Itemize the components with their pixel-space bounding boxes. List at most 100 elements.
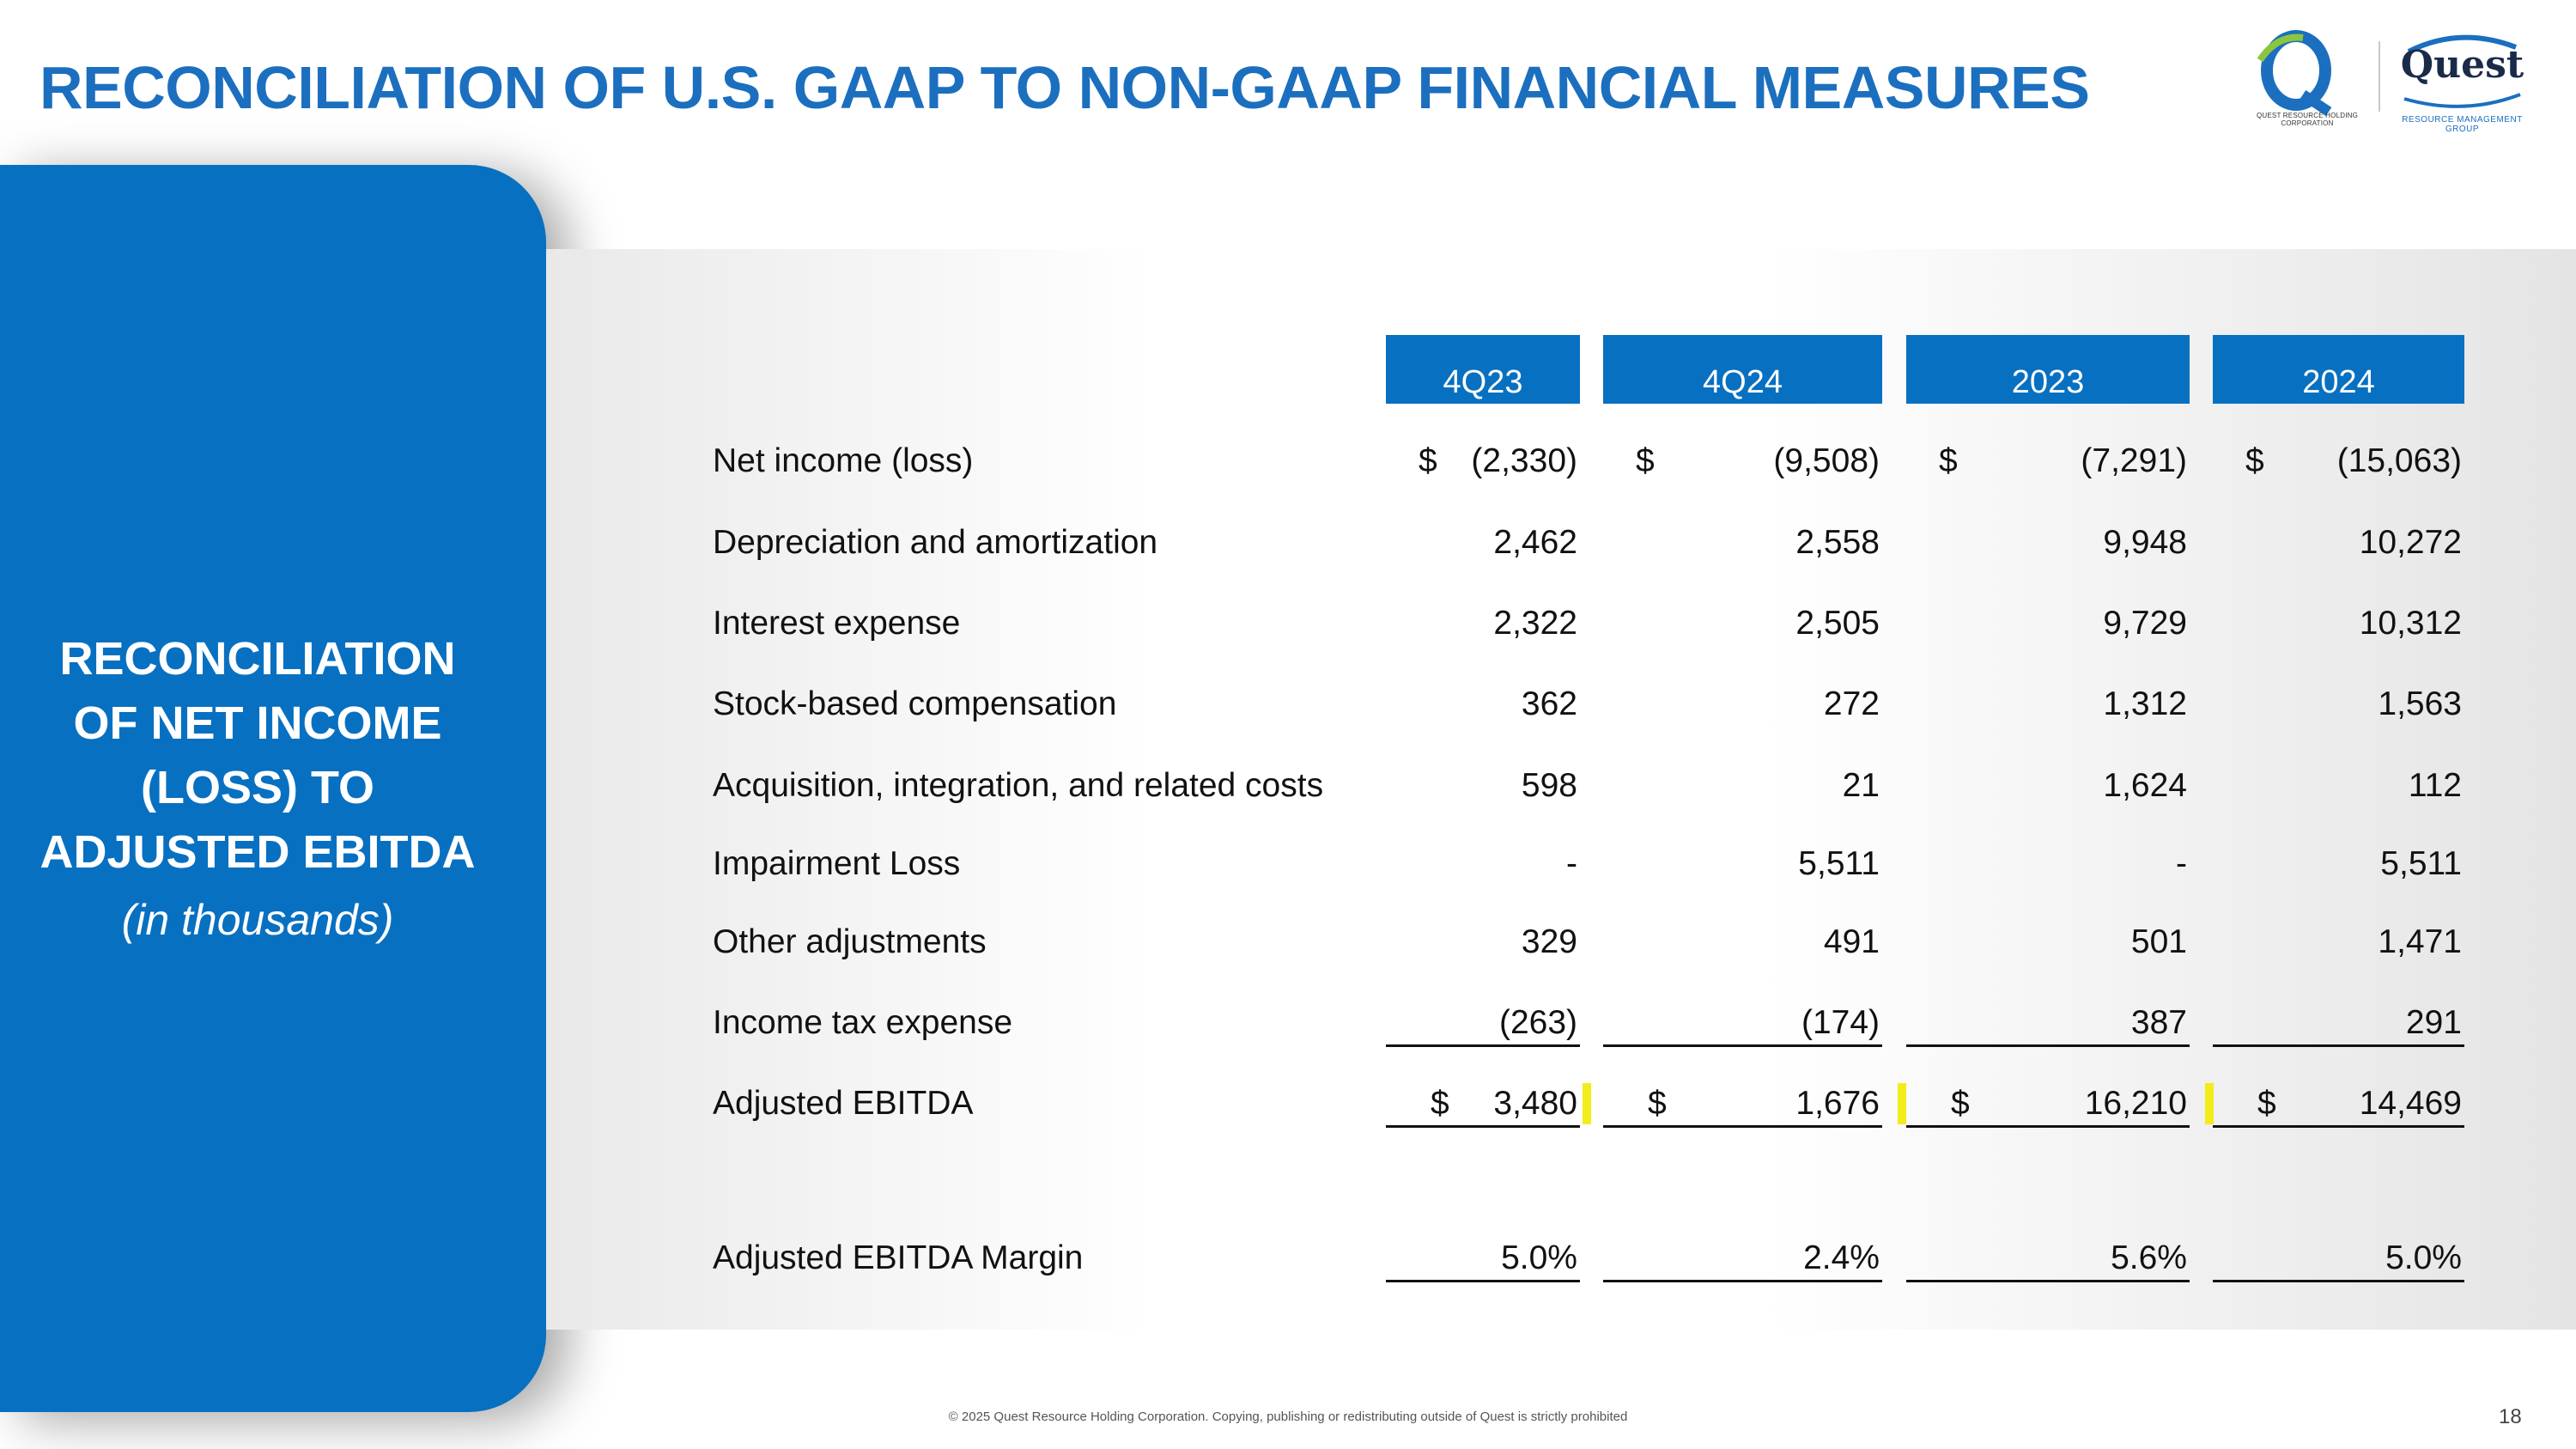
cell-value: (9,508)	[1773, 442, 1880, 479]
table-cell: (263)	[1386, 1004, 1577, 1042]
row-label: Adjusted EBITDA	[713, 1085, 974, 1122]
cell-value: (15,063)	[2336, 442, 2462, 479]
cell-value: 5.0%	[1501, 1239, 1577, 1276]
table-cell: 2,505	[1603, 605, 1880, 642]
page-title: RECONCILIATION OF U.S. GAAP TO NON-GAAP …	[39, 54, 2090, 121]
table-cell: 1,624	[1906, 767, 2187, 805]
table-cell: $ (15,063)	[2213, 442, 2462, 480]
cell-value: 21	[1842, 767, 1880, 804]
table-cell: $ (7,291)	[1906, 442, 2187, 480]
currency-symbol: $	[1939, 442, 1958, 479]
table-cell: 501	[1906, 923, 2187, 961]
quest-wordmark-logo: Quest RESOURCE MANAGEMENT GROUP	[2391, 26, 2533, 134]
total-underline	[1603, 1280, 1882, 1282]
logo-tagline: RESOURCE MANAGEMENT GROUP	[2402, 115, 2523, 134]
row-label: Other adjustments	[713, 923, 987, 960]
cell-value: 272	[1823, 685, 1880, 722]
column-header: 2024	[2213, 335, 2464, 404]
column-header: 4Q23	[1386, 335, 1580, 404]
cell-value: 1,624	[2103, 767, 2187, 804]
cell-value: 329	[1521, 923, 1577, 960]
table-cell: (174)	[1603, 1004, 1880, 1042]
table-cell: -	[1906, 845, 2187, 883]
copyright-footer: © 2025 Quest Resource Holding Corporatio…	[948, 1409, 1628, 1424]
quest-q-logo: QUEST RESOURCE HOLDING CORPORATION	[2243, 26, 2358, 129]
table-cell: $16,210	[1906, 1085, 2187, 1123]
cell-value: (174)	[1801, 1004, 1880, 1041]
table-cell: $14,469	[2213, 1085, 2462, 1123]
table-cell: 5.6%	[1906, 1239, 2187, 1277]
row-label: Adjusted EBITDA Margin	[713, 1239, 1084, 1276]
table-cell: 2,558	[1603, 524, 1880, 562]
logo-area: QUEST RESOURCE HOLDING CORPORATION Quest…	[2233, 26, 2542, 134]
cell-value: 5.6%	[2111, 1239, 2187, 1276]
side-panel: RECONCILIATION OF NET INCOME (LOSS) TO A…	[0, 165, 546, 1412]
currency-symbol: $	[2245, 442, 2264, 479]
page-number: 18	[2499, 1405, 2522, 1428]
cell-value: 5.0%	[2385, 1239, 2462, 1276]
table-cell: 291	[2213, 1004, 2462, 1042]
total-underline	[1906, 1280, 2190, 1282]
logo-caption: QUEST RESOURCE HOLDING CORPORATION	[2256, 112, 2359, 127]
currency-symbol: $	[1636, 442, 1655, 479]
total-underline	[2213, 1280, 2464, 1282]
cell-value: 3,480	[1493, 1085, 1577, 1122]
cell-value: 2,322	[1493, 605, 1577, 642]
cell-value: 598	[1521, 767, 1577, 804]
cell-value: 491	[1823, 923, 1880, 960]
cell-value: 291	[2405, 1004, 2462, 1041]
panel-heading-line: OF NET INCOME	[73, 697, 442, 749]
currency-symbol: $	[1431, 1085, 1449, 1122]
cell-value: 14,469	[2359, 1085, 2462, 1122]
row-label: Net income (loss)	[713, 442, 974, 479]
currency-symbol: $	[1951, 1085, 1970, 1122]
total-underline	[1906, 1125, 2190, 1128]
table-cell: 1,471	[2213, 923, 2462, 961]
table-cell: $1,676	[1603, 1085, 1880, 1123]
highlight-mark	[1898, 1083, 1906, 1124]
cell-value: 1,563	[2378, 685, 2462, 722]
cell-value: 362	[1521, 685, 1577, 722]
table-cell: 9,948	[1906, 524, 2187, 562]
row-label: Acquisition, integration, and related co…	[713, 767, 1324, 804]
panel-heading-line: RECONCILIATION	[59, 633, 456, 685]
cell-value: 2,505	[1795, 605, 1880, 642]
cell-value: 2,558	[1795, 524, 1880, 561]
total-underline	[2213, 1044, 2464, 1047]
currency-symbol: $	[1648, 1085, 1667, 1122]
row-label: Depreciation and amortization	[713, 524, 1158, 561]
cell-value: 5,511	[2380, 845, 2462, 882]
table-cell: 2,462	[1386, 524, 1577, 562]
total-underline	[1386, 1044, 1580, 1047]
cell-value: 112	[2408, 767, 2462, 804]
cell-value: 5,511	[1798, 845, 1880, 882]
table-cell: -	[1386, 845, 1577, 883]
highlight-mark	[2205, 1083, 2214, 1124]
panel-subheading: (in thousands)	[121, 896, 394, 944]
table-cell: 5,511	[2213, 845, 2462, 883]
table-cell: 362	[1386, 685, 1577, 723]
cell-value: 10,272	[2359, 524, 2462, 561]
row-label: Stock-based compensation	[713, 685, 1117, 722]
table-cell: 5,511	[1603, 845, 1880, 883]
table-cell: 2.4%	[1603, 1239, 1880, 1277]
cell-value: 1,312	[2103, 685, 2187, 722]
column-header: 4Q24	[1603, 335, 1882, 404]
cell-value: 10,312	[2359, 605, 2462, 642]
panel-heading-line: (LOSS) TO	[140, 762, 374, 813]
table-cell: 598	[1386, 767, 1577, 805]
total-underline	[1603, 1125, 1882, 1128]
cell-value: 2.4%	[1803, 1239, 1880, 1276]
table-cell: 329	[1386, 923, 1577, 961]
table-background	[546, 249, 2576, 1330]
logo-divider	[2379, 41, 2380, 112]
total-underline	[1386, 1125, 1580, 1128]
cell-value: 9,948	[2103, 524, 2187, 561]
cell-value: 387	[2130, 1004, 2187, 1041]
table-cell: $ (9,508)	[1603, 442, 1880, 480]
panel-heading-line: ADJUSTED EBITDA	[39, 826, 476, 878]
table-cell: 272	[1603, 685, 1880, 723]
cell-value: 9,729	[2103, 605, 2187, 642]
table-cell: 1,563	[2213, 685, 2462, 723]
table-cell: $3,480	[1386, 1085, 1577, 1123]
